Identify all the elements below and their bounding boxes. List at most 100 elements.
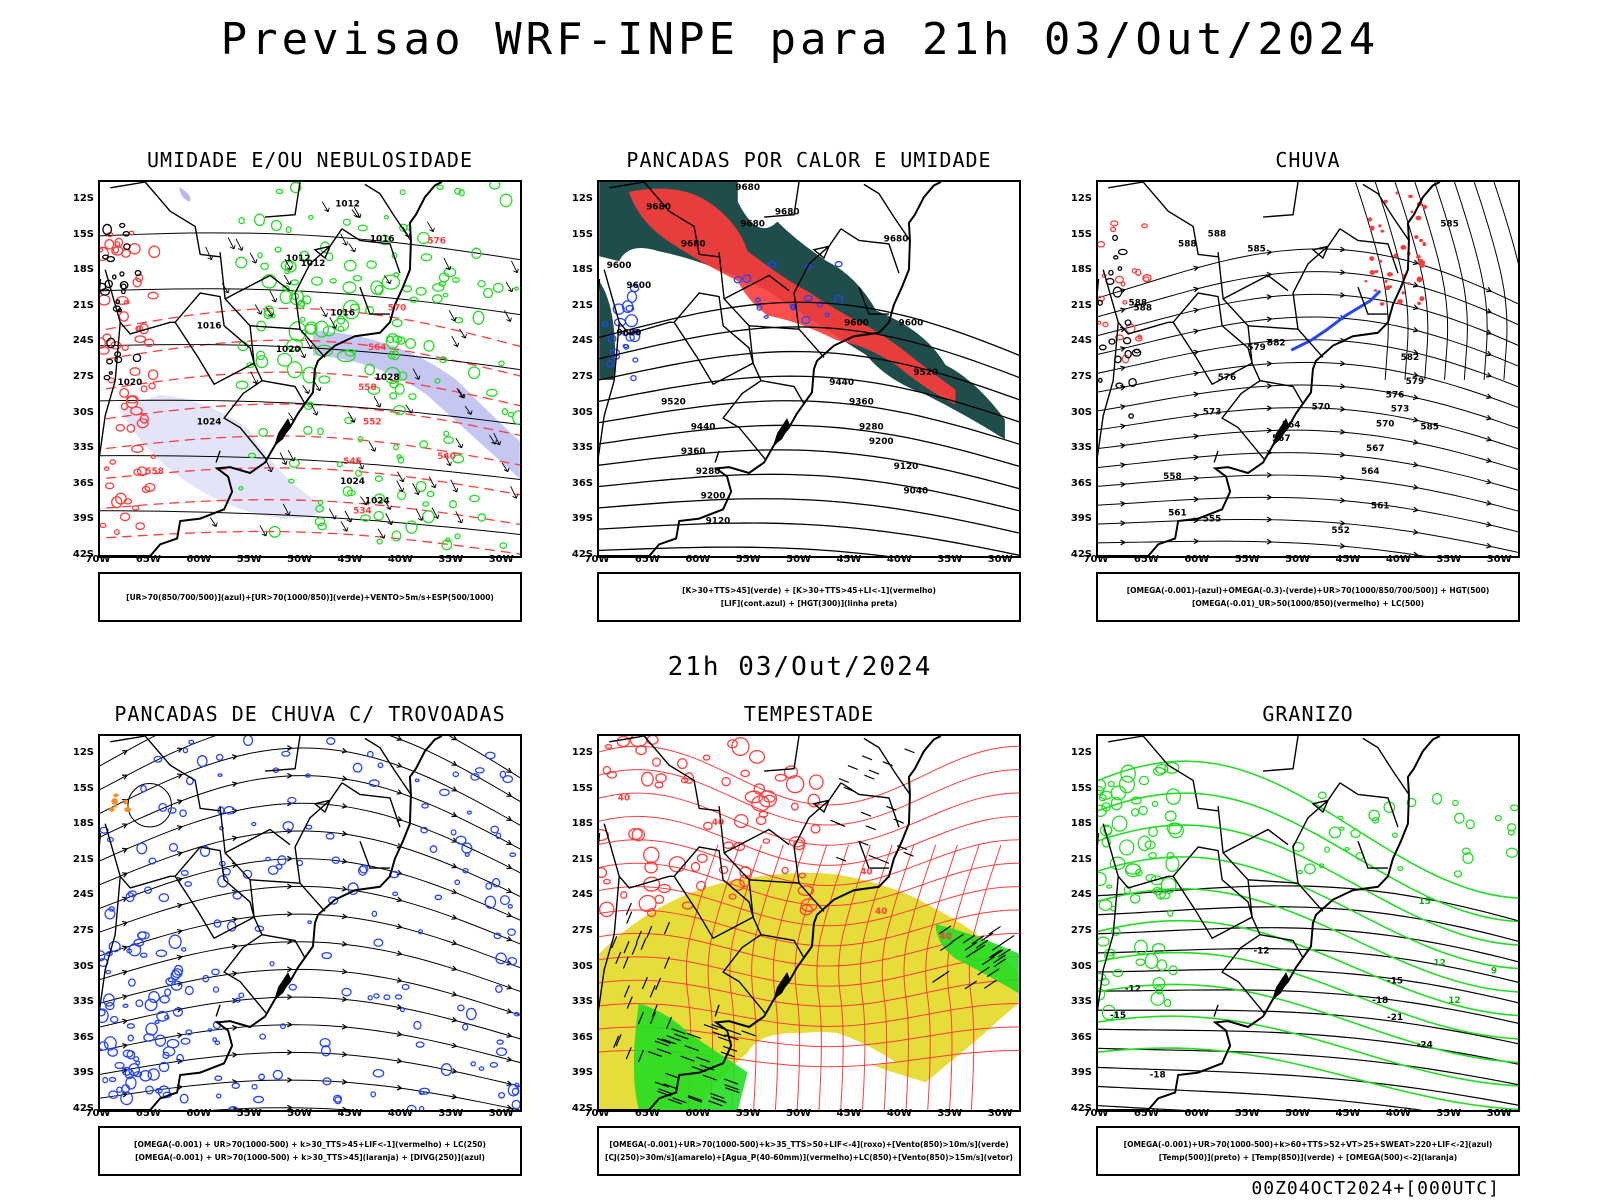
wind-vector	[457, 388, 466, 399]
divergence-contour	[145, 1022, 158, 1036]
streamline-arrow	[451, 1016, 457, 1023]
state-border	[174, 292, 255, 386]
coastline	[100, 736, 443, 1110]
streamline-arrow	[451, 863, 457, 869]
isobar-label: 1016	[330, 309, 355, 319]
streamline	[1098, 518, 1518, 553]
state-border	[265, 736, 301, 772]
streamline-arrow	[341, 1023, 347, 1030]
streamline-arrow	[1339, 383, 1345, 390]
streamline-arrow	[1266, 338, 1272, 345]
temp-850-contour	[1166, 851, 1175, 860]
wind-vector	[684, 1045, 699, 1052]
relief-contour	[147, 291, 159, 300]
streamline-arrow	[506, 815, 512, 821]
isobar-label: 1024	[365, 497, 390, 507]
isobar-contour	[100, 288, 520, 316]
streamline-arrow	[1486, 393, 1492, 399]
wind-vector	[464, 405, 473, 415]
relief-contour	[1124, 349, 1132, 359]
wind-vector	[283, 274, 292, 286]
rain-area-red	[1122, 299, 1128, 305]
divergence-contour	[164, 988, 172, 997]
divergence-contour	[326, 737, 336, 745]
height-label: 9680	[740, 220, 765, 230]
temp-500-contour	[1098, 906, 1518, 942]
divergence-contour	[167, 807, 177, 814]
streamline-arrow	[1486, 372, 1492, 378]
humidity-contour-green	[318, 375, 331, 384]
humidity-contour-green	[253, 213, 266, 227]
state-border	[812, 799, 830, 814]
storm-area-orange	[111, 798, 118, 805]
lon-tick-label: 40W	[387, 1108, 413, 1119]
divergence-contour	[328, 896, 339, 905]
storm-area-orange	[113, 793, 119, 798]
thickness-contour	[100, 435, 520, 466]
wind-vector	[227, 237, 236, 250]
divergence-contour	[158, 802, 168, 813]
rain-area-red	[1395, 191, 1399, 195]
temp-850-contour	[1103, 952, 1115, 960]
streamline-850	[599, 862, 1019, 907]
humidity-contour-green	[287, 478, 295, 484]
height-label: 579	[1247, 343, 1266, 353]
relief-contour	[129, 367, 141, 376]
lon-tick-label: 50W	[1285, 1108, 1311, 1119]
divergence-contour	[108, 940, 121, 953]
height-label: 576	[1218, 373, 1237, 383]
divergence-contour	[478, 1066, 485, 1071]
divergence-contour	[474, 767, 485, 774]
streamline-arrow	[1339, 406, 1345, 412]
wind-vector	[680, 1055, 695, 1062]
state-border	[1362, 737, 1410, 795]
divergence-contour	[485, 882, 493, 890]
streamline-arrow	[451, 760, 457, 766]
precipitable-water-contour	[668, 856, 686, 873]
divergence-contour	[414, 778, 420, 783]
humidity-contour-green	[306, 401, 314, 408]
divergence-contour	[164, 1014, 170, 1021]
wind-vector	[450, 479, 459, 493]
wind-vector	[725, 1087, 740, 1094]
state-border	[673, 846, 754, 940]
rain-area-red	[1369, 256, 1375, 261]
streamline	[127, 782, 172, 828]
wind-vector	[279, 452, 288, 465]
divergence-contour	[507, 956, 518, 966]
isobar-label: 1012	[301, 259, 326, 269]
wind-vector	[703, 1023, 718, 1031]
humidity-contour-green	[467, 366, 481, 380]
legend-line: [OMEGA(-0.001)+UR>70(1000-500)+k>35_TTS>…	[609, 1140, 1009, 1149]
streamline	[1434, 182, 1468, 380]
divergence-contour	[259, 1033, 267, 1040]
relief-contour	[115, 299, 121, 305]
humidity-contour-green	[384, 366, 401, 385]
humidity-contour-green	[357, 436, 364, 443]
temp-850-contour	[1111, 815, 1128, 832]
lat-tick-label: 21S	[1070, 853, 1092, 865]
wind-vector	[626, 911, 633, 924]
lon-tick-label: 70W	[85, 554, 111, 565]
wind-vector	[964, 980, 978, 990]
humidity-contour-green	[415, 286, 427, 296]
lon-tick-label: 30W	[1486, 1108, 1512, 1119]
divergence-contour	[332, 1094, 343, 1103]
lat-tick-label: 18S	[1070, 818, 1092, 830]
divergence-contour	[214, 1075, 223, 1082]
lon-tick-label: 45W	[1335, 1108, 1361, 1119]
wind-vector	[938, 925, 952, 935]
streamline-arrow	[1193, 412, 1199, 419]
humidity-contour-green	[393, 404, 406, 416]
lat-tick-label: 12S	[1070, 747, 1092, 758]
precipitable-water-contour	[728, 893, 737, 900]
divergence-contour	[394, 994, 403, 1000]
rain-area-red	[1114, 275, 1124, 284]
relief-contour	[110, 341, 122, 350]
wind-vector	[356, 457, 365, 470]
relief-contour	[150, 454, 156, 460]
wind-vector	[623, 985, 630, 998]
humidity-contour-green	[299, 316, 306, 323]
relief-contour	[1133, 348, 1141, 354]
temp-850-contour	[1098, 778, 1107, 792]
